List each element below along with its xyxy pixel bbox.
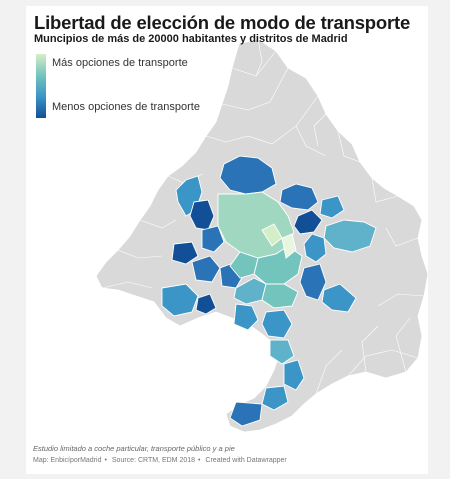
- region-west-3: [171, 241, 199, 265]
- region-east-far: [319, 195, 345, 219]
- map-subtitle: Muncipios de más de 20000 habitantes y d…: [34, 33, 348, 45]
- region-south-west-2: [195, 293, 217, 315]
- legend-gradient-bar: [36, 54, 46, 118]
- map-credit: Map: EnbicíporMadrid: [33, 457, 102, 464]
- region-south-5: [261, 385, 289, 411]
- study-note: Estudio limitado a coche particular, tra…: [33, 444, 235, 453]
- region-south-west-1: [161, 283, 199, 317]
- region-south-4: [283, 359, 305, 391]
- map-card: Libertad de elección de modo de transpor…: [26, 6, 428, 474]
- region-east-4: [299, 263, 327, 301]
- choropleth-regions: [161, 155, 377, 427]
- legend-label-more: Más opciones de transporte: [52, 57, 188, 69]
- region-center-7: [261, 283, 299, 309]
- region-east-3: [293, 209, 323, 235]
- region-south-east: [321, 283, 357, 313]
- footer-separator: •: [198, 457, 201, 464]
- region-north: [219, 155, 277, 195]
- map-title: Libertad de elección de modo de transpor…: [34, 12, 411, 33]
- region-south-2: [261, 309, 293, 339]
- region-south-1: [233, 303, 259, 331]
- source-credit: Source: CRTM, EDM 2018: [111, 457, 196, 464]
- region-center-4: [281, 233, 297, 259]
- region-west-2: [201, 225, 225, 253]
- region-south-3: [269, 339, 295, 365]
- region-south-6: [229, 401, 263, 427]
- tool-credit: Created with Datawrapper: [205, 457, 287, 464]
- region-center-2: [253, 245, 303, 285]
- footer-separator: •: [104, 457, 107, 464]
- region-east-2: [303, 233, 327, 263]
- region-center-5: [229, 251, 259, 279]
- region-west-4: [191, 255, 221, 283]
- footer-credits: Map: EnbicíporMadrid • Source: CRTM, EDM …: [33, 457, 290, 464]
- legend-label-less: Menos opciones de transporte: [52, 101, 200, 113]
- region-east-1: [323, 219, 377, 253]
- color-legend: Más opciones de transporte Menos opcione…: [36, 54, 236, 120]
- region-north-east: [279, 183, 319, 211]
- madrid-map: [95, 38, 428, 433]
